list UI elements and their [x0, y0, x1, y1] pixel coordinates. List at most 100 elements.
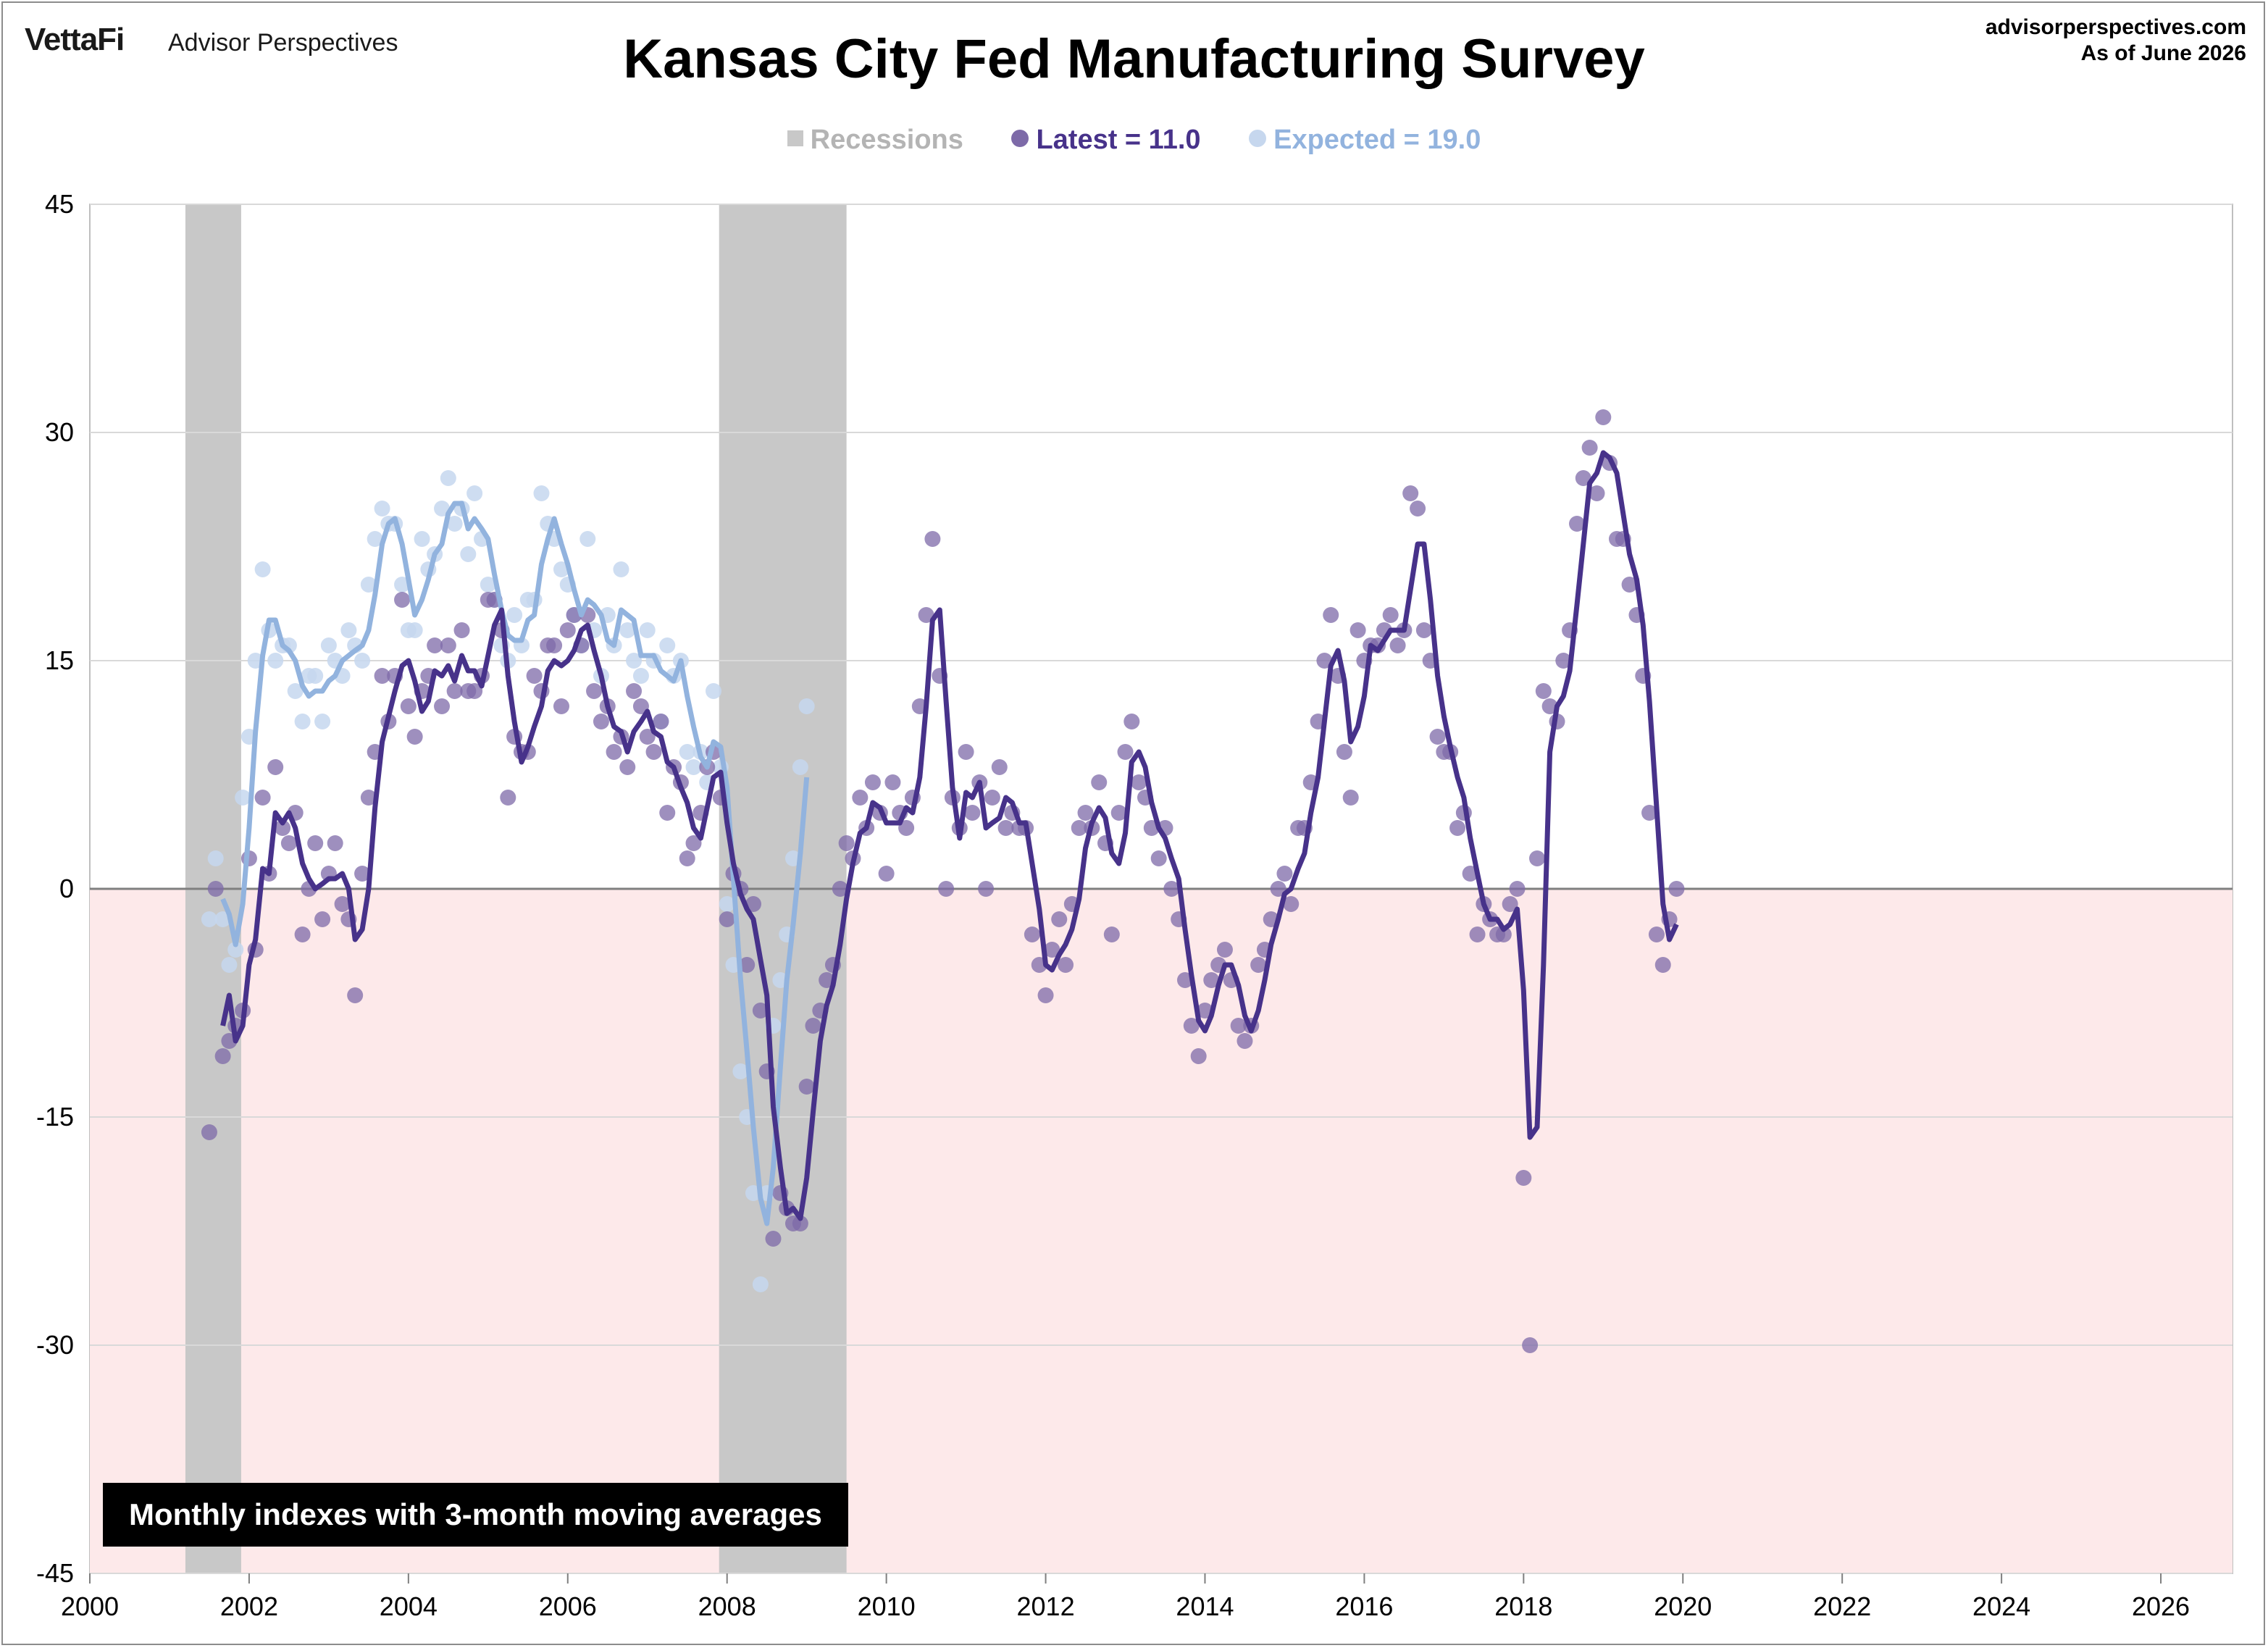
latest-point — [1555, 653, 1572, 669]
x-tick-label: 2022 — [1813, 1591, 1871, 1621]
latest-point — [354, 866, 371, 882]
latest-point — [978, 881, 995, 897]
x-tick-label: 2010 — [858, 1591, 916, 1621]
latest-point — [1150, 850, 1167, 866]
latest-point — [1449, 820, 1466, 836]
expected-point — [480, 577, 496, 593]
latest-point — [1502, 896, 1518, 912]
x-tick-label: 2006 — [539, 1591, 597, 1621]
y-tick-label: 15 — [45, 645, 74, 675]
latest-point — [745, 896, 761, 912]
latest-point — [1203, 972, 1220, 988]
latest-point — [792, 1216, 808, 1231]
brand-subtitle: Advisor Perspectives — [168, 29, 398, 57]
latest-point — [1589, 485, 1605, 501]
expected-point — [414, 531, 430, 547]
latest-point — [639, 729, 656, 745]
latest-point — [1402, 485, 1419, 501]
latest-point — [864, 774, 881, 790]
latest-point — [526, 668, 543, 684]
recession-swatch-icon — [787, 130, 803, 146]
expected-point — [632, 668, 649, 684]
latest-point — [1415, 622, 1432, 638]
latest-point — [1342, 790, 1359, 806]
latest-point — [1276, 866, 1293, 882]
legend: Recessions Latest = 11.0 Expected = 19.0 — [0, 125, 2268, 156]
legend-expected: Expected = 19.0 — [1249, 125, 1481, 155]
expected-point — [685, 759, 702, 775]
latest-point — [1190, 1048, 1207, 1064]
expected-point — [254, 561, 271, 577]
x-tick-label: 2008 — [698, 1591, 756, 1621]
expected-point — [553, 561, 569, 577]
latest-point — [1230, 1018, 1247, 1034]
latest-point — [653, 714, 669, 729]
latest-point — [1316, 653, 1333, 669]
y-tick-label: 30 — [45, 417, 74, 447]
latest-point — [1183, 1018, 1200, 1034]
latest-point — [1270, 881, 1286, 897]
latest-point — [374, 668, 390, 684]
latest-point — [898, 820, 915, 836]
expected-dot-icon — [1249, 130, 1267, 147]
latest-point — [1668, 881, 1685, 897]
legend-expected-label: Expected = 19.0 — [1273, 125, 1481, 155]
latest-point — [1117, 744, 1134, 760]
expected-point — [659, 637, 676, 653]
latest-point — [752, 1003, 769, 1019]
latest-point — [1110, 805, 1127, 821]
latest-point — [645, 744, 662, 760]
legend-recessions-label: Recessions — [810, 125, 963, 155]
expected-point — [354, 653, 371, 669]
latest-point — [1123, 714, 1140, 729]
latest-point — [1037, 987, 1054, 1003]
expected-point — [639, 622, 656, 638]
latest-point — [1509, 881, 1526, 897]
latest-point — [400, 698, 417, 714]
latest-point — [918, 607, 934, 623]
latest-point — [267, 759, 284, 775]
latest-point — [1469, 927, 1486, 942]
expected-point — [287, 683, 304, 699]
latest-point — [214, 1048, 231, 1064]
latest-point — [1091, 774, 1108, 790]
latest-point — [201, 1124, 217, 1140]
expected-point — [406, 622, 423, 638]
expected-point — [440, 470, 456, 486]
negative-zone — [90, 889, 2233, 1573]
x-tick-label: 2014 — [1176, 1591, 1234, 1621]
latest-point — [1495, 927, 1512, 942]
x-tick-label: 2016 — [1335, 1591, 1393, 1621]
expected-point — [752, 1276, 769, 1292]
expected-point — [294, 714, 311, 729]
latest-point — [1535, 683, 1552, 699]
latest-point — [1575, 470, 1591, 486]
latest-point — [440, 637, 456, 653]
latest-point — [679, 850, 695, 866]
latest-point — [997, 820, 1014, 836]
x-tick-label: 2026 — [2132, 1591, 2190, 1621]
expected-point — [214, 911, 231, 927]
latest-point — [924, 531, 941, 547]
latest-point — [1236, 1033, 1253, 1049]
latest-point — [619, 759, 636, 775]
latest-point — [964, 805, 981, 821]
latest-point — [327, 835, 343, 851]
latest-point — [1621, 577, 1638, 593]
expected-point — [579, 531, 596, 547]
latest-point — [347, 987, 364, 1003]
latest-point — [1641, 805, 1658, 821]
latest-point — [446, 683, 463, 699]
expected-point — [706, 683, 722, 699]
latest-point — [1051, 911, 1068, 927]
latest-point — [466, 683, 483, 699]
latest-point — [938, 881, 955, 897]
y-tick-label: 0 — [59, 874, 74, 903]
latest-dot-icon — [1011, 130, 1029, 147]
expected-point — [320, 637, 337, 653]
expected-point — [619, 622, 636, 638]
expected-point — [307, 668, 324, 684]
expected-point — [466, 485, 483, 501]
latest-point — [719, 911, 735, 927]
